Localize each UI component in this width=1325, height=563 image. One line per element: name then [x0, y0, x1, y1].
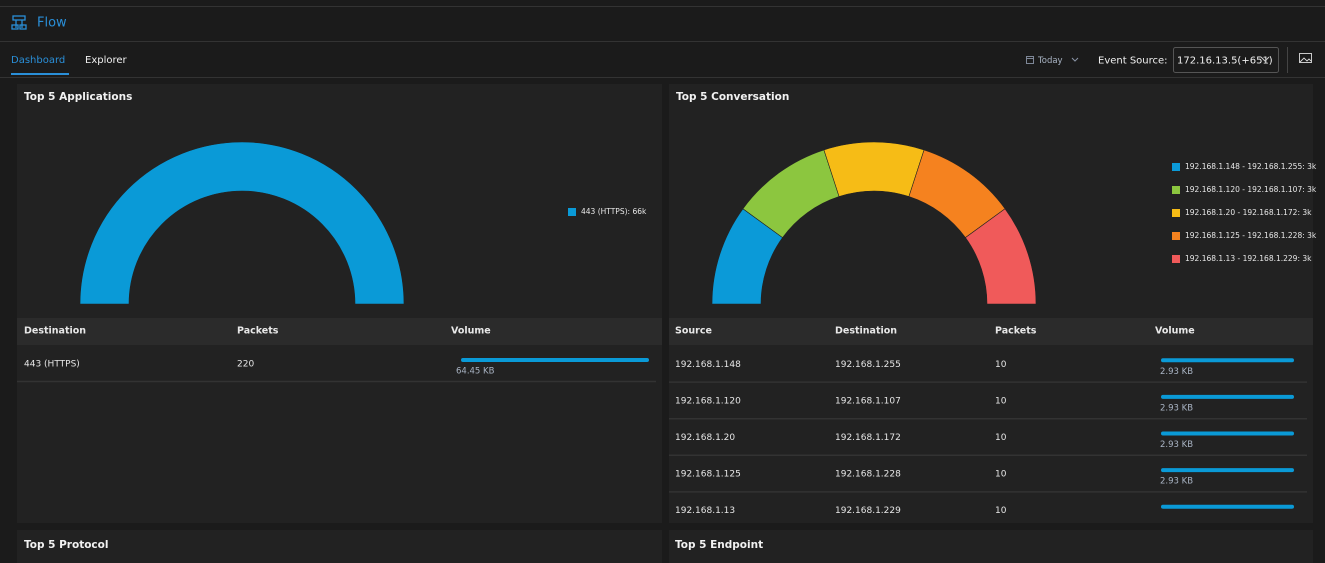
slice [823, 141, 925, 197]
column-header: Volume [1155, 326, 1195, 337]
page-title: Flow [37, 16, 67, 31]
legend-text: 3k [1307, 231, 1317, 240]
table-cell: 192.168.1.229 [835, 506, 901, 516]
panel [669, 530, 1313, 563]
table-cell: 192.168.1.172 [835, 433, 901, 443]
chevron [1071, 57, 1079, 62]
legend-entry: 443 (HTTPS): 66k [581, 207, 647, 216]
legend-text: : [1297, 208, 1302, 217]
panel-title: Top 5 Endpoint [675, 539, 763, 551]
panel-title: Top 5 Conversation [676, 91, 789, 103]
table-cell: 443 (HTTPS) [24, 360, 80, 370]
table-cell: 192.168.1.120 [675, 396, 741, 406]
volume-bar [1161, 468, 1294, 473]
legend-text: 192.168.1.120 - 192.168.1.107 [1185, 185, 1302, 194]
legend-text: 443 (HTTPS) [581, 207, 628, 216]
table-cell: 10 [995, 360, 1007, 370]
column-header: Volume [451, 326, 491, 337]
legend-text: : [628, 207, 633, 216]
volume-label: 2.93 KB [1160, 477, 1193, 487]
legend-entry: 192.168.1.13 - 192.168.1.229: 3k [1185, 254, 1312, 263]
table-cell: 10 [995, 470, 1007, 480]
legend-text: : [1302, 231, 1307, 240]
legend-text: 192.168.1.125 - 192.168.1.228 [1185, 231, 1302, 240]
column-header: Packets [995, 326, 1037, 337]
legend-entry: 192.168.1.148 - 192.168.1.255: 3k [1185, 162, 1317, 171]
legend-text: 192.168.1.20 - 192.168.1.172 [1185, 208, 1298, 217]
flow-icon [11, 15, 27, 30]
legend-swatch [568, 208, 576, 216]
table-cell: 192.168.1.107 [835, 396, 901, 406]
volume-bar [1161, 394, 1294, 399]
column-header: Source [675, 326, 712, 337]
panel-title: Top 5 Applications [24, 91, 132, 103]
table-cell: 192.168.1.13 [675, 506, 735, 516]
table-cell: 192.168.1.148 [675, 360, 741, 370]
legend-entry: 192.168.1.120 - 192.168.1.107: 3k [1185, 185, 1317, 194]
image-export-button[interactable] [1299, 53, 1312, 63]
legend-text: 3k [1307, 162, 1317, 171]
volume-bar [1161, 504, 1294, 509]
calendar-icon [1026, 56, 1034, 64]
table-cell: 10 [995, 433, 1007, 443]
slice [965, 208, 1037, 305]
legend-text: 3k [1302, 208, 1312, 217]
legend-swatch [1172, 232, 1180, 240]
active-tab-underline [11, 73, 69, 75]
legend-text: : [1297, 254, 1302, 263]
table-cell: 192.168.1.125 [675, 470, 741, 480]
column-header: Destination [24, 326, 86, 337]
volume-label: 64.45 KB [456, 367, 495, 377]
table-cell: 10 [995, 506, 1007, 516]
volume-label: 2.93 KB [1160, 440, 1193, 450]
column-header: Packets [237, 326, 279, 337]
table-cell: 10 [995, 396, 1007, 406]
legend-text: 66k [632, 207, 647, 216]
legend-text: : [1302, 162, 1307, 171]
table-cell: 192.168.1.228 [835, 470, 901, 480]
volume-label: 2.93 KB [1160, 367, 1193, 377]
column-header: Destination [835, 326, 897, 337]
legend-text: 192.168.1.13 - 192.168.1.229 [1185, 254, 1298, 263]
chevron [1260, 56, 1270, 62]
panel-title: Top 5 Protocol [24, 539, 108, 551]
legend-entry: 192.168.1.125 - 192.168.1.228: 3k [1185, 231, 1317, 240]
legend-text: : [1302, 185, 1307, 194]
tab[interactable]: Dashboard [11, 55, 65, 66]
table-cell: 220 [237, 360, 254, 370]
legend-entry: 192.168.1.20 - 192.168.1.172: 3k [1185, 208, 1312, 217]
table-body: 192.168.1.148 192.168.1.255 10 2.93 KB 192.1… [669, 358, 1307, 516]
legend-swatch [1172, 209, 1180, 217]
table-cell: 192.168.1.20 [675, 433, 735, 443]
table-header [17, 318, 662, 345]
legend-swatch [1172, 163, 1180, 171]
volume-bar [461, 358, 649, 362]
event-source-label: Event Source: [1098, 56, 1168, 67]
table-header [669, 318, 1313, 345]
date-picker[interactable]: Today [1037, 56, 1063, 66]
event-source-value: 172.16.13.5(+651) [1177, 56, 1273, 67]
legend-swatch [1172, 255, 1180, 263]
volume-label: 2.93 KB [1160, 403, 1193, 413]
panel [17, 530, 662, 563]
legend-text: 192.168.1.148 - 192.168.1.255 [1185, 162, 1302, 171]
table-cell: 192.168.1.255 [835, 360, 901, 370]
legend-text: 3k [1307, 185, 1317, 194]
volume-bar [1161, 431, 1294, 436]
volume-bar [1161, 358, 1294, 363]
event-source-dropdown[interactable] [1173, 47, 1279, 73]
slice [79, 141, 405, 305]
tab[interactable]: Explorer [85, 55, 128, 66]
legend-text: 3k [1302, 254, 1312, 263]
legend-swatch [1172, 186, 1180, 194]
